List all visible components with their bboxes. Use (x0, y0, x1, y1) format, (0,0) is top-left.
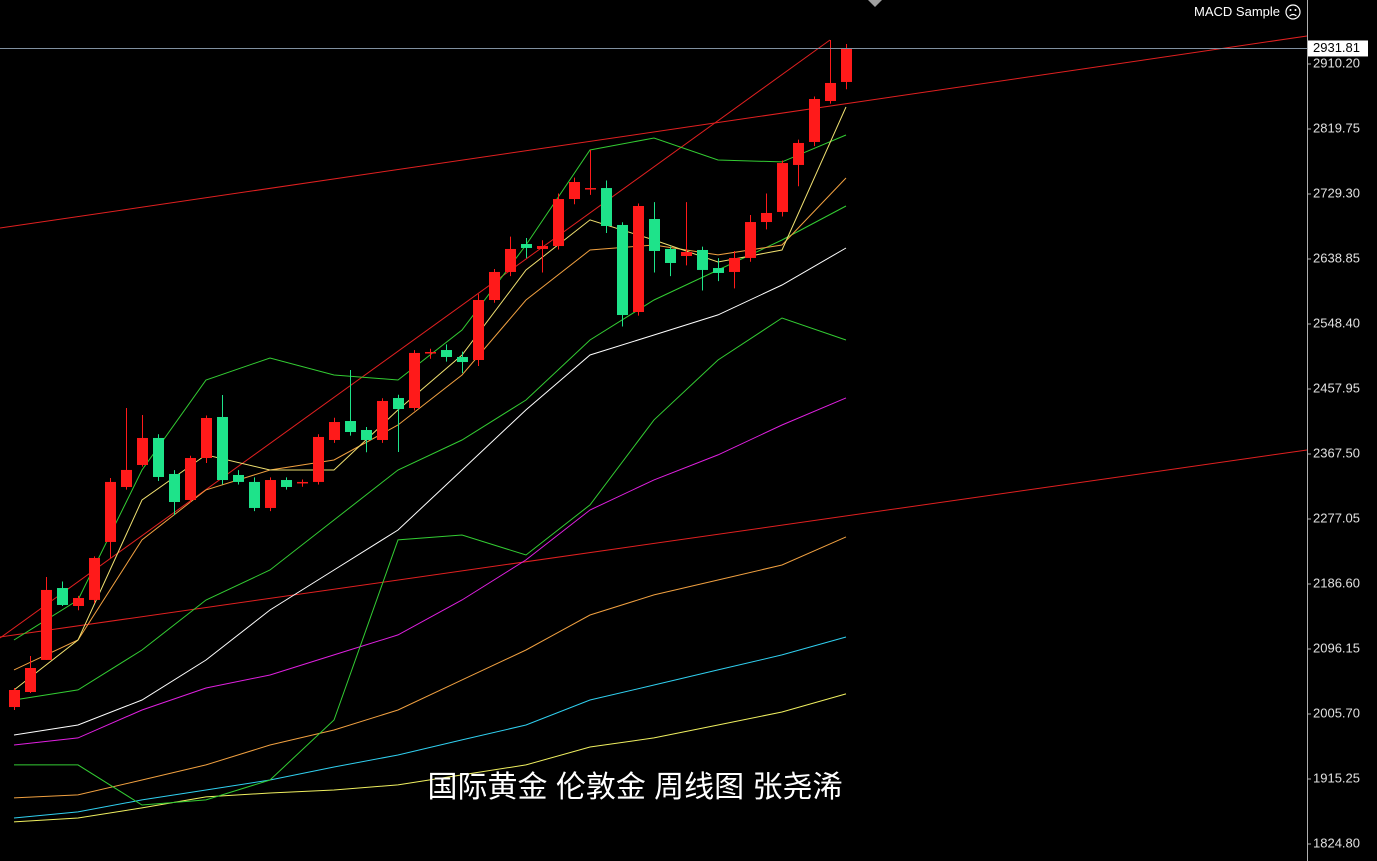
candle-body (329, 422, 340, 440)
candle-body (841, 48, 852, 82)
candle-body (537, 246, 548, 249)
indicator-line (13, 205, 847, 701)
trend-line (0, 35, 1308, 229)
candle-body (473, 299, 484, 361)
candle-body (425, 352, 436, 354)
candle-body (201, 417, 212, 459)
candle-body (41, 589, 52, 660)
candle-body (521, 244, 532, 248)
candle-body (217, 416, 228, 481)
candle-body (505, 248, 516, 272)
y-tick-label: 2096.15 (1313, 640, 1360, 655)
candle-body (713, 268, 724, 273)
candle-body (169, 473, 180, 503)
indicator-line (14, 317, 847, 806)
trend-line (0, 39, 831, 639)
candle-body (649, 219, 660, 251)
candle-body (777, 163, 788, 212)
candle-body (761, 212, 772, 223)
indicator-line (13, 536, 847, 799)
candle-body (457, 356, 468, 363)
indicator-line (13, 693, 847, 823)
candle-body (825, 82, 836, 102)
smiley-icon (1285, 4, 1301, 20)
y-tick-label: 2186.60 (1313, 575, 1360, 590)
candle-body (153, 437, 164, 477)
candle-body (249, 481, 260, 508)
shift-marker (868, 0, 882, 7)
price-axis: 2910.20 2819.75 2729.30 2638.85 2548.40 2457.… (1307, 0, 1360, 861)
candle-body (73, 598, 84, 606)
candle-body (697, 249, 708, 270)
candle-body (361, 429, 372, 440)
y-tick-label: 1824.80 (1313, 835, 1360, 850)
candle-body (105, 481, 116, 542)
y-tick-label: 2277.05 (1313, 510, 1360, 525)
candle-body (57, 588, 68, 605)
indicator-line (13, 247, 847, 736)
candle-body (601, 188, 612, 226)
y-tick-label: 2457.95 (1313, 380, 1360, 395)
candle-body (297, 481, 308, 484)
candle-body (281, 480, 292, 487)
trend-line (0, 449, 1308, 638)
candle-body (633, 206, 644, 312)
y-tick-label: 2367.50 (1313, 445, 1360, 460)
candle-body (265, 480, 276, 508)
y-tick-label: 2638.85 (1313, 250, 1360, 265)
y-tick-label: 2548.40 (1313, 315, 1360, 330)
candle-body (617, 224, 628, 316)
y-tick-label: 1915.25 (1313, 770, 1360, 785)
y-tick-label: 2819.75 (1313, 120, 1360, 135)
trend-lines (0, 35, 1308, 639)
candle-body (809, 98, 820, 142)
candle-body (137, 437, 148, 465)
indicator-label: MACD Sample (1194, 4, 1280, 19)
candle-body (665, 248, 676, 263)
candle-body (585, 188, 596, 190)
indicator-line (13, 636, 847, 819)
last-price-box (1308, 40, 1368, 57)
y-tick-label: 2729.30 (1313, 185, 1360, 200)
candle-body (681, 251, 692, 257)
y-tick-label: 2910.20 (1313, 55, 1360, 70)
candle-body (793, 142, 804, 165)
caption: 国际黄金 伦敦金 周线图 张尧浠 (427, 771, 842, 804)
last-price-label: 2931.81 (1313, 40, 1360, 55)
candle-body (9, 689, 20, 708)
candle-body (377, 400, 388, 440)
candle-body (569, 181, 580, 200)
candle-body (89, 557, 100, 600)
indicator-line (13, 397, 847, 746)
candle-body (745, 222, 756, 258)
candle-body (121, 469, 132, 487)
candle-body (729, 257, 740, 272)
candle-body (489, 271, 500, 300)
y-tick-label: 2005.70 (1313, 705, 1360, 720)
candle-body (441, 350, 452, 357)
candle-body (393, 398, 404, 410)
candle-body (313, 436, 324, 482)
candles (9, 39, 852, 710)
candle-body (185, 458, 196, 500)
candle-body (233, 474, 244, 482)
candle-body (409, 352, 420, 409)
candle-body (25, 668, 36, 693)
candle-body (345, 421, 356, 433)
candle-body (553, 199, 564, 247)
